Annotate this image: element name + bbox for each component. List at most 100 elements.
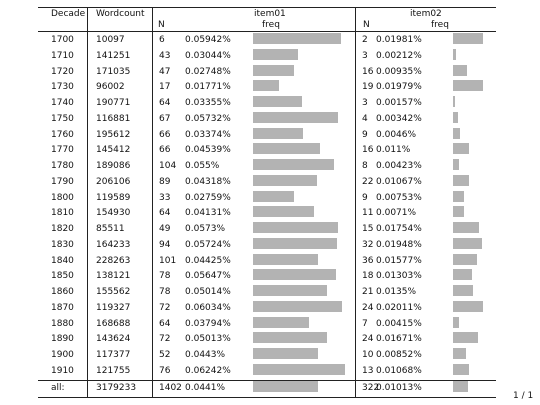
page-number: 1 / 1 [513, 391, 534, 401]
table-row-bar-item02 [453, 300, 483, 312]
table-row-n-item02: 24 [362, 302, 374, 313]
table-row-freq-item01: 0.05732% [185, 113, 231, 124]
table-row-freq-item02: 0.01948% [376, 239, 422, 250]
table-row-n-item02: 7 [362, 318, 368, 329]
total-rule [38, 379, 496, 381]
table-row-decade: 1870 [51, 302, 74, 313]
table-row-freq-item01: 0.03374% [185, 129, 231, 140]
table-row-bar-item02 [453, 143, 470, 155]
table-row-decade: 1740 [51, 98, 74, 108]
table-row-wordcount: 143624 [96, 334, 131, 345]
table-row-n-item01: 47 [159, 66, 171, 77]
table-row-freq-item01: 0.0573% [185, 224, 226, 234]
table-row-freq-item02: 0.0046% [376, 129, 417, 140]
table-row-n-item01: 6 [159, 35, 165, 45]
table-row-wordcount: 121755 [96, 365, 131, 376]
table-row-decade: 1760 [51, 129, 74, 140]
table-row-freq-item02: 0.00212% [376, 50, 422, 61]
table-row-n-item01: 76 [159, 365, 171, 376]
table-row-bar-item01 [253, 316, 309, 328]
table-row-n-item02: 22 [362, 176, 374, 187]
table-row-bar-item01 [253, 222, 338, 233]
table-row-freq-item01: 0.04425% [185, 255, 231, 266]
table-row-freq-item02: 0.00935% [376, 66, 422, 77]
table-row-freq-item01: 0.06034% [185, 302, 231, 313]
table-row-bar-item01 [253, 363, 345, 375]
table-row-bar-item02 [453, 96, 456, 107]
table-row-freq-item01: 0.03355% [185, 98, 231, 108]
table-row-n-item02: 18 [362, 271, 374, 282]
header-rule [38, 31, 496, 32]
table-row-n-item02: 36 [362, 255, 374, 266]
table-row-freq-item02: 0.01577% [376, 255, 422, 266]
table-row-n-item02: 15 [362, 224, 374, 234]
table-row-decade: 1910 [51, 365, 74, 376]
table-row-bar-item02 [453, 332, 478, 344]
table-row-wordcount: 195612 [96, 129, 131, 140]
table-row-bar-item01 [253, 300, 342, 312]
table-row-freq-item02: 0.01981% [376, 35, 422, 45]
table-row-freq-item01: 0.03794% [185, 318, 231, 329]
table-row-bar-item02 [453, 127, 460, 139]
table-row-bar-item02 [453, 285, 474, 296]
divider-item01 [355, 7, 356, 397]
table-row-bar-item02 [453, 222, 480, 233]
table-row-n-item02: 13 [362, 365, 374, 376]
table-row-decade: 1860 [51, 287, 74, 297]
table-row-bar-item02 [453, 269, 473, 281]
table-row-n-item02: 19 [362, 82, 374, 93]
table-row-n-item01: 64 [159, 318, 171, 329]
table-row-freq-item02: 0.00852% [376, 350, 422, 360]
table-row-bar-item01 [253, 237, 338, 249]
table-row-bar-item02 [453, 159, 460, 170]
total-row-decade: all: [51, 382, 65, 393]
table-row-bar-item02 [453, 111, 459, 123]
table-row-bar-item01 [253, 48, 298, 60]
table-row-decade: 1890 [51, 334, 74, 345]
table-row-bar-item01 [253, 96, 303, 107]
table-row-n-item01: 89 [159, 176, 171, 187]
table-row-bar-item01 [253, 285, 327, 296]
table-row-wordcount: 171035 [96, 66, 131, 77]
divider-wordcount [152, 7, 153, 397]
table-row-n-item02: 24 [362, 334, 374, 345]
table-row-freq-item02: 0.011% [376, 145, 411, 156]
table-row-bar-item01 [253, 80, 280, 92]
table-row-n-item01: 72 [159, 334, 171, 345]
table-row-n-item01: 52 [159, 350, 171, 360]
table-row-bar-item01 [253, 332, 327, 344]
table-row-wordcount: 119589 [96, 192, 131, 203]
top-rule [38, 7, 496, 8]
table-row-bar-item01 [253, 269, 337, 281]
table-row-wordcount: 145412 [96, 145, 131, 156]
total-row-bar-item01 [253, 380, 318, 392]
table-row-wordcount: 154930 [96, 208, 131, 219]
divider-decade [87, 7, 88, 397]
table-row-n-item01: 66 [159, 145, 171, 156]
header-decade: Decade [51, 9, 86, 19]
table-row-decade: 1720 [51, 66, 74, 77]
table-row-freq-item01: 0.05014% [185, 287, 231, 297]
table-row-n-item01: 49 [159, 224, 171, 234]
table-row-bar-item01 [253, 127, 303, 139]
table-row-bar-item01 [253, 190, 294, 202]
table-row-freq-item02: 0.01067% [376, 176, 422, 187]
table-row-freq-item01: 0.04318% [185, 176, 231, 187]
table-row-n-item02: 2 [362, 35, 368, 45]
table-row-freq-item01: 0.04131% [185, 208, 231, 219]
table-row-decade: 1810 [51, 208, 74, 219]
table-row-wordcount: 117377 [96, 350, 131, 360]
table-row-n-item02: 9 [362, 129, 368, 140]
header-freq-item01: freq [262, 20, 280, 30]
table-row-bar-item01 [253, 174, 317, 186]
table-row-decade: 1700 [51, 35, 74, 45]
header-wordcount: Wordcount [96, 9, 145, 19]
table-row-freq-item01: 0.055% [185, 161, 220, 171]
table-row-wordcount: 206106 [96, 176, 131, 187]
table-row-n-item01: 101 [159, 255, 177, 266]
table-row-decade: 1850 [51, 271, 74, 282]
total-row-bar-item02 [453, 380, 469, 392]
table-row-freq-item01: 0.0443% [185, 350, 226, 360]
table-row-decade: 1730 [51, 82, 74, 93]
